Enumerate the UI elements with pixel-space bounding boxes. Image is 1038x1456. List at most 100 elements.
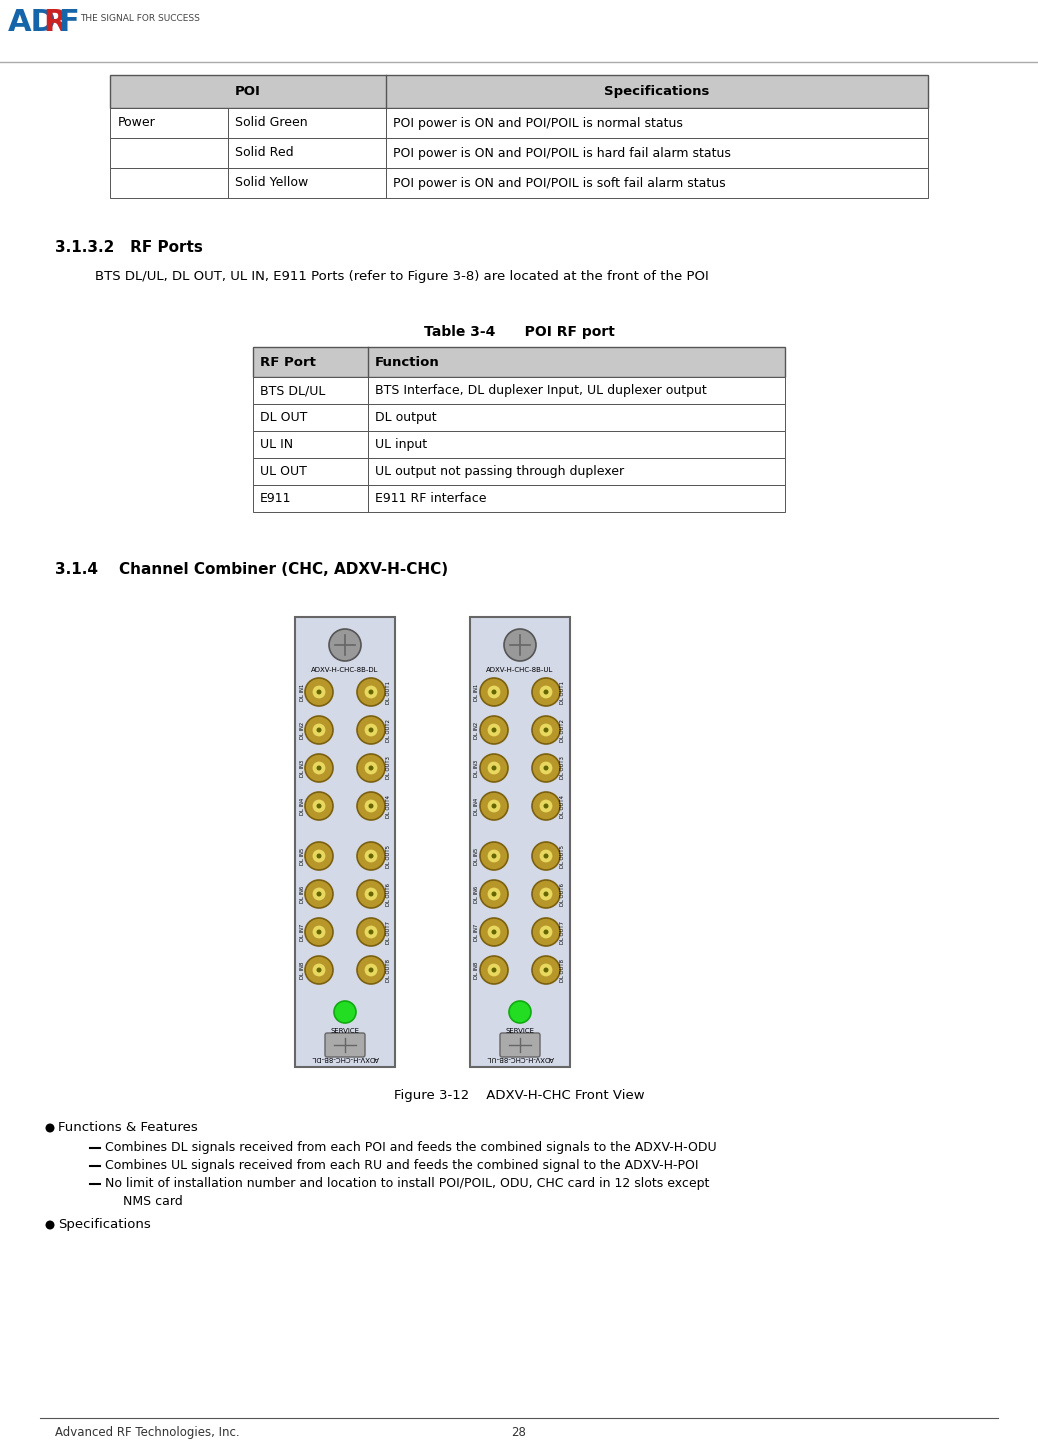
Bar — [386, 108, 928, 138]
Text: Functions & Features: Functions & Features — [58, 1121, 198, 1134]
Circle shape — [334, 1002, 356, 1024]
Circle shape — [544, 690, 548, 695]
Text: DL IN7: DL IN7 — [300, 923, 304, 941]
Circle shape — [357, 957, 385, 984]
Circle shape — [492, 766, 496, 770]
Bar — [110, 76, 928, 108]
Circle shape — [312, 799, 326, 812]
Circle shape — [480, 957, 508, 984]
Text: Solid Green: Solid Green — [235, 116, 307, 130]
Text: POI power is ON and POI/POIL is soft fail alarm status: POI power is ON and POI/POIL is soft fai… — [393, 176, 726, 189]
Circle shape — [357, 792, 385, 820]
Text: DL IN6: DL IN6 — [474, 885, 480, 903]
Text: DL OUT3: DL OUT3 — [385, 757, 390, 779]
Text: DL IN3: DL IN3 — [300, 760, 304, 776]
Circle shape — [539, 724, 553, 737]
Text: DL OUT4: DL OUT4 — [561, 795, 566, 817]
Text: DL IN1: DL IN1 — [474, 683, 480, 700]
Text: DL OUT8: DL OUT8 — [561, 958, 566, 981]
Circle shape — [317, 967, 322, 973]
Circle shape — [492, 690, 496, 695]
Circle shape — [357, 842, 385, 871]
Circle shape — [487, 799, 501, 812]
Bar — [253, 485, 368, 513]
Text: DL OUT2: DL OUT2 — [385, 718, 390, 741]
Bar — [253, 431, 368, 459]
Text: DL IN3: DL IN3 — [474, 760, 480, 776]
Text: UL IN: UL IN — [260, 438, 293, 451]
Circle shape — [539, 799, 553, 812]
Circle shape — [504, 629, 536, 661]
Text: DL IN4: DL IN4 — [300, 798, 304, 814]
Text: DL OUT6: DL OUT6 — [561, 882, 566, 906]
Text: Solid Yellow: Solid Yellow — [235, 176, 308, 189]
Circle shape — [364, 962, 378, 977]
Circle shape — [305, 678, 333, 706]
Circle shape — [368, 804, 374, 808]
Text: Combines UL signals received from each RU and feeds the combined signal to the A: Combines UL signals received from each R… — [105, 1159, 699, 1172]
Circle shape — [532, 792, 559, 820]
Circle shape — [368, 853, 374, 859]
Text: UL output not passing through duplexer: UL output not passing through duplexer — [375, 464, 624, 478]
Circle shape — [509, 1002, 531, 1024]
Bar — [110, 138, 228, 167]
Text: 28: 28 — [512, 1425, 526, 1439]
Circle shape — [305, 792, 333, 820]
Circle shape — [368, 728, 374, 732]
Text: ADXV-H-CHC-8B-UL: ADXV-H-CHC-8B-UL — [487, 667, 553, 673]
Circle shape — [480, 879, 508, 909]
Circle shape — [487, 887, 501, 901]
Circle shape — [317, 804, 322, 808]
Text: DL OUT5: DL OUT5 — [385, 844, 390, 868]
Text: DL OUT1: DL OUT1 — [561, 680, 566, 703]
Bar — [295, 617, 395, 1067]
Text: Solid Red: Solid Red — [235, 147, 294, 160]
Bar — [386, 167, 928, 198]
Text: DL OUT8: DL OUT8 — [385, 958, 390, 981]
Text: POI power is ON and POI/POIL is normal status: POI power is ON and POI/POIL is normal s… — [393, 116, 683, 130]
Text: RF Port: RF Port — [260, 355, 316, 368]
Text: DL IN8: DL IN8 — [474, 961, 480, 978]
Circle shape — [368, 690, 374, 695]
Circle shape — [305, 842, 333, 871]
Circle shape — [357, 917, 385, 946]
Circle shape — [46, 1124, 55, 1133]
Circle shape — [532, 842, 559, 871]
Circle shape — [532, 957, 559, 984]
Bar — [228, 108, 386, 138]
FancyBboxPatch shape — [500, 1032, 540, 1057]
Text: AD: AD — [8, 7, 57, 36]
Circle shape — [480, 678, 508, 706]
Text: 3.1.4    Channel Combiner (CHC, ADXV-H-CHC): 3.1.4 Channel Combiner (CHC, ADXV-H-CHC) — [55, 562, 448, 577]
Circle shape — [487, 724, 501, 737]
Text: UL input: UL input — [375, 438, 427, 451]
Circle shape — [544, 929, 548, 935]
Text: Combines DL signals received from each POI and feeds the combined signals to the: Combines DL signals received from each P… — [105, 1142, 716, 1155]
Circle shape — [492, 728, 496, 732]
Bar — [110, 167, 228, 198]
Text: ADXV-H-CHC-8B-UL: ADXV-H-CHC-8B-UL — [487, 1056, 553, 1061]
Circle shape — [532, 716, 559, 744]
Circle shape — [364, 684, 378, 699]
Circle shape — [305, 957, 333, 984]
Text: E911 RF interface: E911 RF interface — [375, 492, 487, 505]
Text: POI: POI — [235, 84, 261, 98]
Text: DL IN2: DL IN2 — [474, 721, 480, 738]
Circle shape — [364, 761, 378, 775]
Circle shape — [317, 690, 322, 695]
Circle shape — [312, 962, 326, 977]
Text: DL OUT3: DL OUT3 — [561, 757, 566, 779]
Circle shape — [368, 766, 374, 770]
Text: Specifications: Specifications — [58, 1219, 151, 1230]
Circle shape — [368, 967, 374, 973]
Circle shape — [364, 887, 378, 901]
Circle shape — [357, 754, 385, 782]
Bar — [253, 459, 368, 485]
Circle shape — [317, 728, 322, 732]
Circle shape — [357, 678, 385, 706]
Circle shape — [480, 842, 508, 871]
Circle shape — [357, 879, 385, 909]
Text: Table 3-4      POI RF port: Table 3-4 POI RF port — [424, 325, 614, 339]
Circle shape — [492, 853, 496, 859]
Bar — [368, 377, 785, 403]
